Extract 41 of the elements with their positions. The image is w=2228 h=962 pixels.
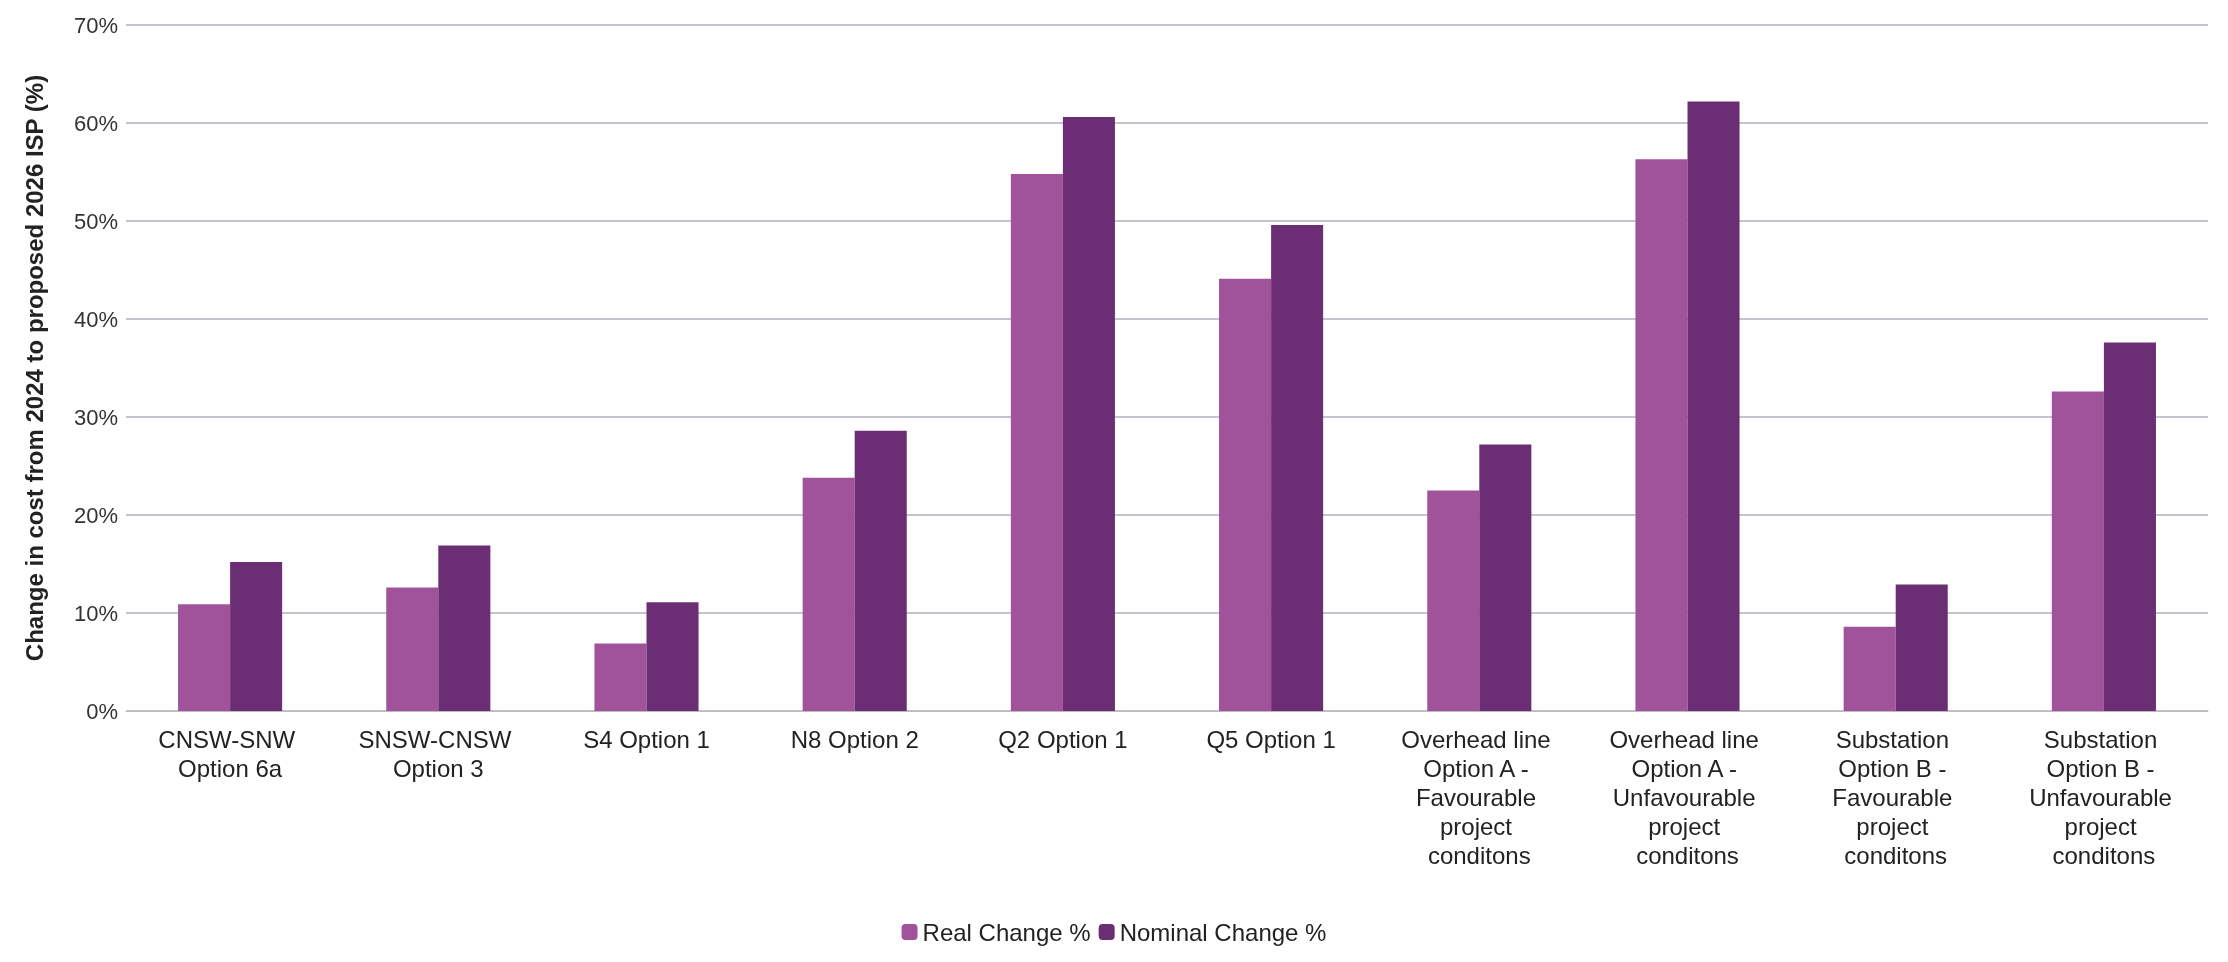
bar (1271, 224, 1324, 711)
x-tick-label: Q2 Option 1 (998, 726, 1128, 753)
legend-label: Real Change % (922, 918, 1091, 946)
bar (2103, 342, 2156, 711)
y-tick-label: 20% (73, 502, 118, 528)
bar (386, 587, 439, 711)
x-tick-label: Substation Option B - Unfavourable project conditons (2029, 726, 2179, 869)
x-tick-label: Substation Option B - Favourable project conditons (1832, 726, 1960, 869)
bar (438, 545, 491, 711)
bar (1479, 444, 1532, 711)
y-tick-label: 50% (73, 208, 118, 234)
bar (1635, 159, 1688, 711)
bar (1687, 101, 1740, 711)
x-tick-label: CNSW-SNW Option 6a (158, 726, 302, 782)
y-tick-label: 30% (73, 404, 118, 430)
bar (1062, 117, 1115, 711)
bar (802, 477, 855, 711)
bar (854, 430, 907, 711)
bar (230, 562, 283, 711)
x-tick-label: Overhead line Option A - Favourable project conditons (1401, 726, 1558, 869)
bar (1843, 626, 1896, 711)
y-tick-label: 10% (73, 600, 118, 626)
bar (1427, 490, 1480, 711)
bar (1219, 278, 1272, 711)
x-tick-label: N8 Option 2 (790, 726, 919, 753)
x-tick-label: Q5 Option 1 (1206, 726, 1336, 753)
x-tick-label: SNSW-CNSW Option 3 (358, 726, 519, 782)
y-tick-label: 60% (73, 110, 118, 136)
bar (2051, 391, 2104, 711)
bar (178, 604, 231, 711)
bar (1895, 584, 1948, 711)
legend-label: Nominal Change % (1119, 918, 1327, 946)
y-tick-label: 70% (73, 12, 118, 38)
bar (646, 602, 699, 711)
x-tick-label: S4 Option 1 (583, 726, 710, 753)
y-tick-label: 40% (73, 306, 118, 332)
y-tick-label: 0% (86, 698, 118, 724)
bar (1010, 173, 1063, 711)
x-tick-label: Overhead line Option A - Unfavourable project conditons (1609, 726, 1766, 869)
bar (594, 643, 647, 711)
y-axis-title: Change in cost from 2024 to proposed 2026 ISP (%) (20, 74, 48, 662)
